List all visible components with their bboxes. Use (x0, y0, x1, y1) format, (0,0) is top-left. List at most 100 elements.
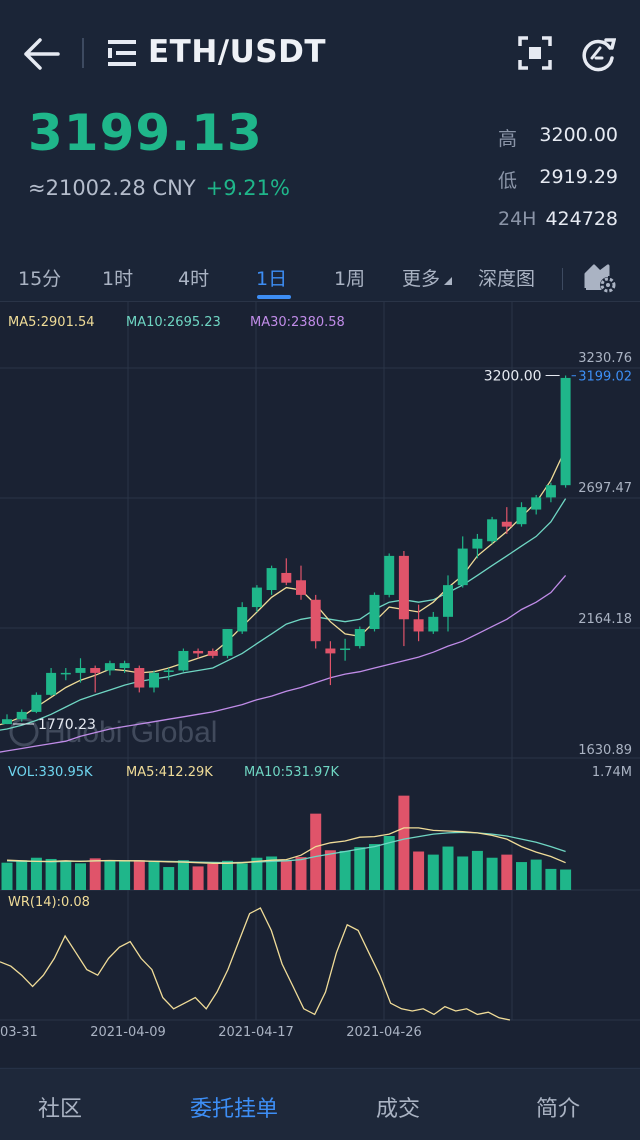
candle-body (487, 519, 498, 542)
triangle-down-icon (444, 277, 453, 285)
refresh-icon[interactable] (580, 36, 616, 72)
vol-ma5-line (6, 827, 566, 864)
tab-separator (562, 268, 563, 290)
vol-max-label: 1.74M (592, 765, 632, 780)
stat-high-value: 3200.00 (539, 124, 618, 146)
y-tick-label: 2164.18 (578, 612, 632, 627)
candle-body (398, 555, 409, 620)
volume-bar (104, 860, 116, 890)
volume-bar (295, 857, 307, 890)
kline-chart[interactable]: Huobi Global MA5:2901.54 MA10:2695.23 MA… (0, 302, 640, 1067)
candle-body (369, 594, 380, 630)
volume-bar (339, 850, 351, 890)
candle-body (545, 485, 556, 498)
nav-trades[interactable]: 成交 (376, 1097, 421, 1122)
volume-bar (442, 846, 454, 890)
volume-bar (251, 857, 263, 890)
ma10-line (0, 498, 567, 731)
ma5-legend: MA5:2901.54 (8, 315, 95, 330)
ma5-line (0, 448, 567, 726)
nav-open-orders[interactable]: 委托挂单 (190, 1097, 279, 1122)
chart-grid (0, 302, 640, 1021)
volume-bar (486, 857, 498, 890)
candle-body (384, 555, 395, 595)
tab-active-indicator (257, 295, 291, 299)
candle-body (149, 672, 159, 688)
x-tick-label: 2021-04-17 (218, 1025, 294, 1040)
candle-body (443, 585, 453, 617)
ma30-line (0, 574, 567, 753)
volume-bar (236, 863, 248, 890)
volume-bar (192, 866, 204, 890)
volume-bar (545, 868, 557, 890)
candle-body (2, 719, 12, 725)
candle-body (472, 538, 483, 549)
menu-icon[interactable] (108, 40, 138, 66)
chart-settings-icon[interactable] (584, 262, 618, 294)
x-tick-label: 2021-04-26 (346, 1025, 422, 1040)
candle-body (501, 521, 512, 527)
nav-intro[interactable]: 简介 (536, 1097, 581, 1122)
stat-24h: 24H 424728 (498, 208, 628, 238)
watermark-text: Huobi Global (44, 716, 217, 749)
volume-bar (75, 863, 86, 890)
candle-body (281, 572, 292, 583)
candle-body (457, 548, 468, 586)
ma30-legend: MA30:2380.58 (250, 315, 345, 330)
volume-bar (222, 860, 233, 890)
volume-bar (471, 850, 483, 890)
stat-24h-value: 424728 (545, 208, 618, 230)
back-arrow-icon[interactable] (22, 36, 62, 72)
cny-price: ≈21002.28 CNY (28, 176, 196, 200)
candle-body (413, 619, 424, 632)
candle-body (266, 568, 277, 591)
pair-title[interactable]: ETH/USDT (148, 34, 326, 70)
volume-bar (354, 847, 366, 890)
interval-tabs: 15分 1时 4时 1日 1周 更多 深度图 (0, 254, 640, 302)
volume-bar (60, 860, 72, 890)
candle-body (193, 650, 204, 654)
x-tick-label: 2021-04-09 (90, 1025, 166, 1040)
candle-body (531, 497, 542, 510)
scan-icon[interactable] (518, 36, 552, 70)
volume-bar (30, 857, 42, 890)
top-bar: ETH/USDT (0, 0, 640, 108)
tab-1h[interactable]: 1时 (102, 268, 134, 290)
candle-body (207, 650, 218, 656)
bottom-nav: 社区 委托挂单 成交 简介 (0, 1068, 640, 1140)
volume-bar (148, 861, 160, 890)
tab-1w[interactable]: 1周 (334, 268, 366, 290)
tab-depth[interactable]: 深度图 (478, 268, 536, 290)
candle-body (104, 663, 115, 671)
stat-24h-label: 24H (498, 208, 537, 230)
volume-bar (119, 861, 131, 890)
volume-bar (207, 863, 219, 890)
y-tick-label: 3230.76 (578, 351, 632, 366)
candle-body (296, 580, 306, 595)
vol-ma10-legend: MA10:531.97K (244, 765, 340, 780)
y-tick-label: 2697.47 (578, 481, 632, 496)
candle-body (428, 616, 439, 632)
volume-bar (560, 869, 572, 890)
current-price-label: 3199.02 (578, 370, 632, 385)
candle-body (46, 672, 57, 695)
volume-bar (501, 854, 513, 890)
nav-community[interactable]: 社区 (38, 1097, 83, 1122)
candle-body (222, 629, 233, 656)
vol-legend: VOL:330.95K (8, 765, 93, 780)
wr-legend: WR(14):0.08 (8, 895, 90, 910)
stat-high: 高 3200.00 (498, 124, 628, 154)
tab-more[interactable]: 更多 (402, 264, 453, 291)
tab-1d[interactable]: 1日 (256, 268, 288, 290)
candle-body (560, 377, 571, 486)
tab-4h[interactable]: 4时 (178, 268, 210, 290)
volume-bar (133, 860, 145, 890)
candle-body (119, 663, 130, 669)
tab-15min[interactable]: 15分 (18, 268, 62, 290)
volume-bar (383, 836, 395, 890)
low-marker-label: 1770.23 (38, 717, 96, 733)
candle-body (134, 668, 145, 688)
tab-more-label: 更多 (402, 268, 441, 290)
candle-body (251, 587, 262, 608)
header-divider (82, 38, 84, 68)
